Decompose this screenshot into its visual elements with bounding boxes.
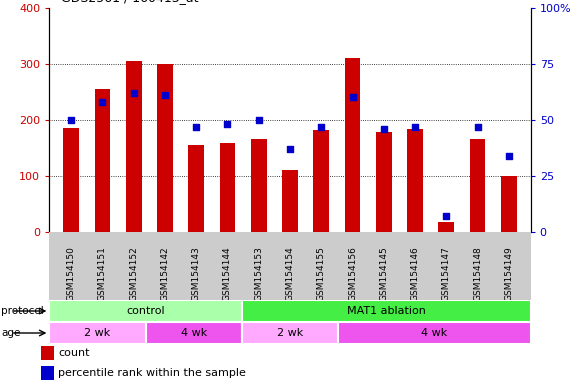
Point: [473, 124, 482, 130]
Bar: [251, 139, 267, 232]
Text: percentile rank within the sample: percentile rank within the sample: [58, 368, 246, 378]
Bar: [313, 130, 329, 232]
Bar: [242, 300, 531, 322]
Bar: [95, 89, 110, 232]
Bar: [282, 170, 298, 232]
Bar: [188, 145, 204, 232]
Bar: [407, 129, 423, 232]
Text: 2 wk: 2 wk: [84, 328, 111, 338]
Text: 2 wk: 2 wk: [277, 328, 303, 338]
Point: [504, 153, 513, 159]
Bar: [242, 322, 338, 344]
Point: [160, 92, 169, 98]
Point: [129, 90, 139, 96]
Bar: [376, 132, 392, 232]
Text: count: count: [58, 348, 89, 358]
Point: [441, 213, 451, 219]
Text: 4 wk: 4 wk: [180, 328, 207, 338]
Point: [317, 124, 326, 130]
Text: control: control: [126, 306, 165, 316]
Bar: [157, 64, 173, 232]
Point: [285, 146, 295, 152]
Point: [411, 124, 420, 130]
Point: [254, 117, 263, 123]
Bar: [501, 176, 517, 232]
Bar: [345, 58, 360, 232]
Point: [379, 126, 389, 132]
Bar: [63, 128, 79, 232]
Bar: [470, 139, 485, 232]
Point: [191, 124, 201, 130]
Bar: [338, 322, 531, 344]
Point: [98, 99, 107, 105]
Point: [348, 94, 357, 101]
Text: protocol: protocol: [1, 306, 44, 316]
Bar: [126, 61, 142, 232]
Text: 4 wk: 4 wk: [421, 328, 448, 338]
Bar: [41, 366, 55, 380]
Point: [67, 117, 76, 123]
Bar: [49, 322, 146, 344]
Bar: [41, 346, 55, 360]
Text: MAT1 ablation: MAT1 ablation: [347, 306, 426, 316]
Text: age: age: [1, 328, 20, 338]
Bar: [438, 222, 454, 232]
Point: [223, 121, 232, 127]
Bar: [49, 300, 242, 322]
Bar: [220, 143, 235, 232]
Bar: [146, 322, 242, 344]
Text: GDS2561 / 160413_at: GDS2561 / 160413_at: [61, 0, 198, 4]
